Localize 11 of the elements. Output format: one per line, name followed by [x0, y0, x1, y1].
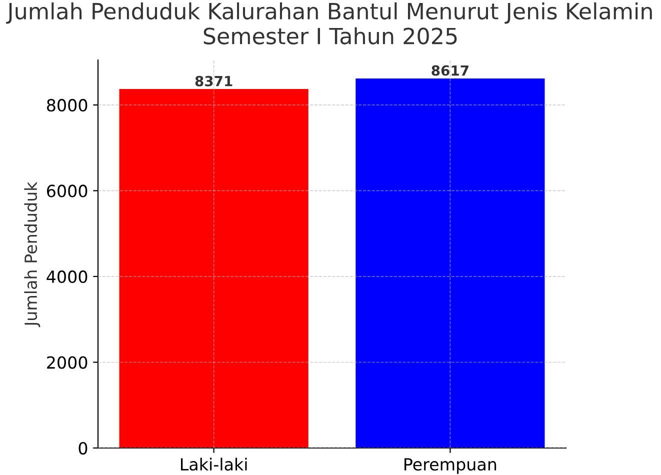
x-tick-label: Laki-laki: [180, 458, 247, 471]
y-tick-label: 2000: [47, 356, 88, 369]
data-label: 8371: [195, 76, 232, 86]
y-axis-title: Jumlah Penduduk: [24, 182, 40, 328]
chart-title: Jumlah Penduduk Kalurahan Bantul Menurut Jenis Kelamin Semester I Tahun 2025: [6, 2, 652, 44]
y-tick-label: 0: [78, 442, 88, 455]
y-tick-label: 8000: [46, 98, 88, 112]
y-tick-label: 6000: [47, 184, 88, 198]
y-tick-label: 4000: [46, 270, 88, 284]
x-tick-label: Perempuan: [404, 458, 496, 474]
data-label: 8617: [432, 65, 468, 76]
